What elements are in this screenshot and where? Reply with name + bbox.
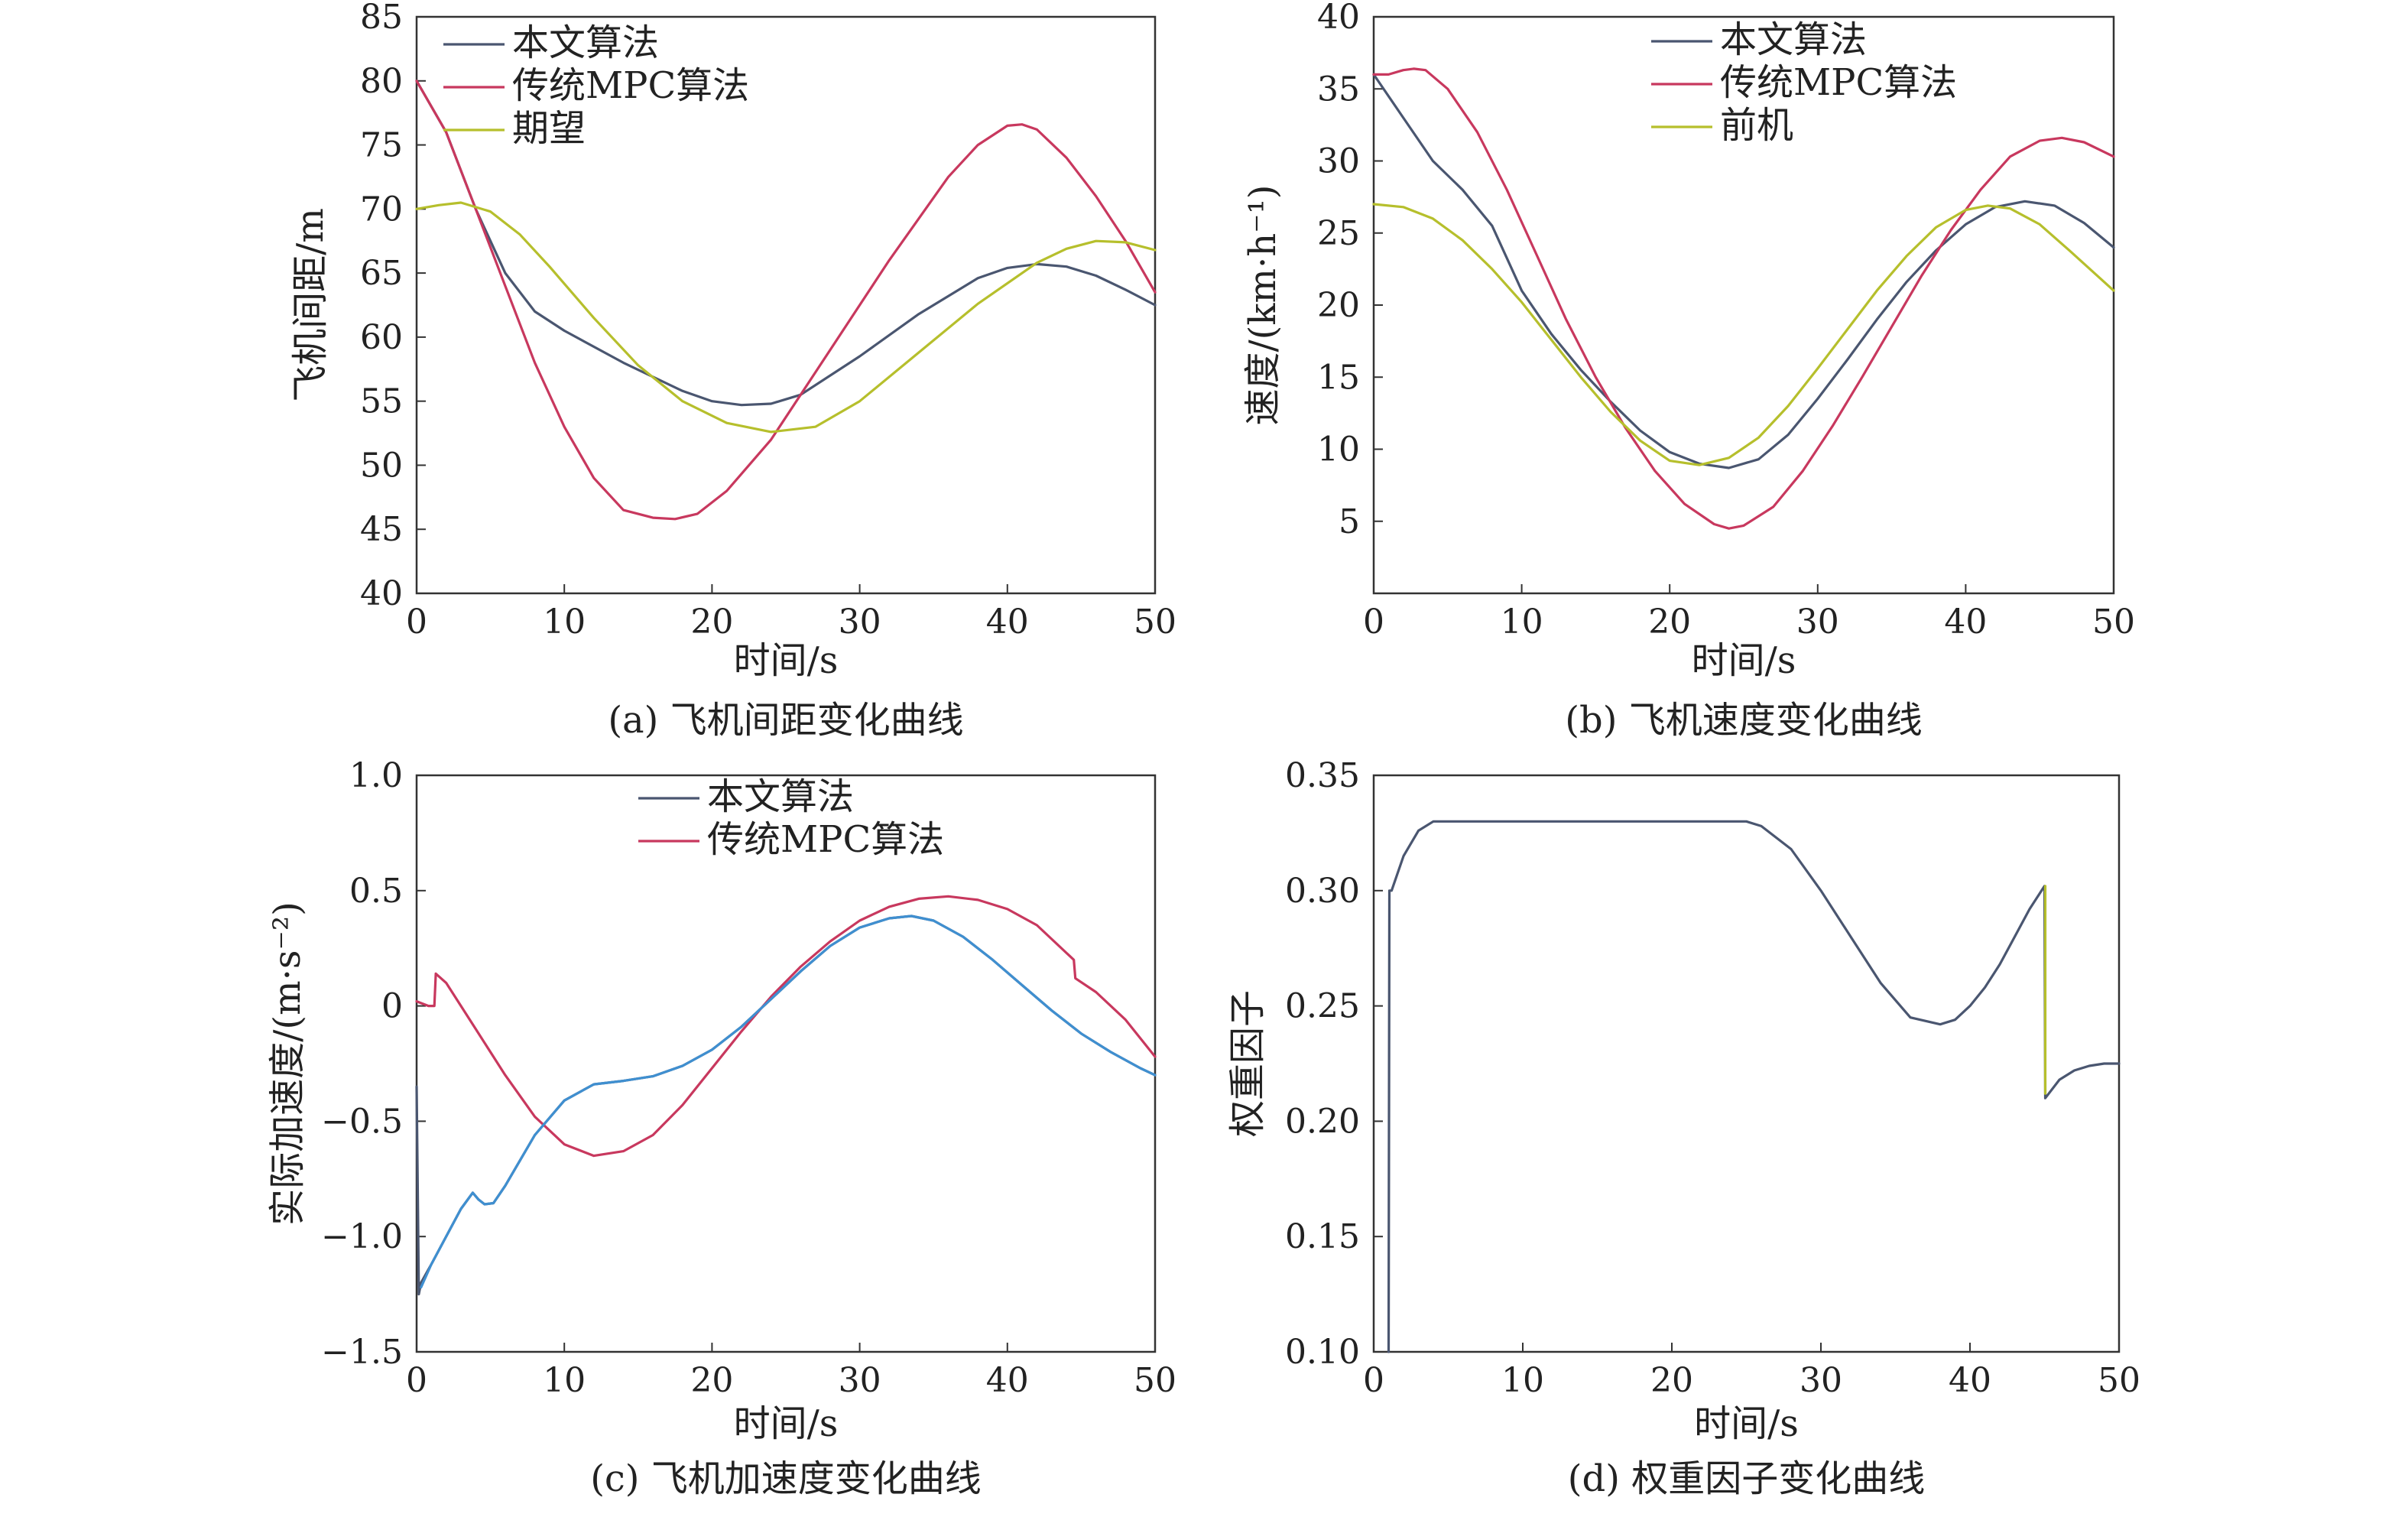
x-tick-label: 50: [1134, 1361, 1176, 1400]
y-tick-label: 10: [1317, 430, 1360, 469]
x-tick-label: 50: [1134, 603, 1176, 642]
series-line-2: [420, 914, 1157, 1289]
y-tick-label: 80: [360, 62, 403, 101]
chart-panel-0: 0 10 20 30 40 50 40 45 50 55 60 65 70 75 80 85 时间/s 飞机间距/…: [289, 0, 1176, 742]
y-tick-label: 50: [360, 446, 403, 485]
panel-caption: (d) 权重因子变化曲线: [1568, 1457, 1925, 1500]
x-tick-label: 30: [839, 1361, 881, 1400]
series-line-0: [1372, 73, 2115, 469]
plot-frame: [415, 774, 1157, 1353]
x-axis-label: 时间/s: [734, 639, 839, 682]
series-line-1: [1372, 67, 2115, 530]
legend-entry-0: 本文算法: [512, 21, 659, 64]
y-tick-label: 65: [360, 254, 403, 293]
series-line-2: [1372, 203, 2115, 466]
y-tick-label: 15: [1317, 358, 1360, 397]
x-tick-label: 10: [1501, 603, 1543, 642]
panel-caption: (c) 飞机加速度变化曲线: [590, 1457, 982, 1500]
panel-caption: (b) 飞机速度变化曲线: [1565, 699, 1922, 742]
series-line-1: [415, 80, 1157, 521]
y-axis-label: 飞机间距/m: [289, 208, 332, 402]
series-line-0: [1387, 820, 2121, 1353]
x-tick-label: 50: [2098, 1361, 2140, 1400]
x-tick-label: 10: [543, 1361, 586, 1400]
x-tick-label: 30: [1800, 1361, 1842, 1400]
x-tick-label: 40: [986, 603, 1029, 642]
y-tick-label: 40: [360, 574, 403, 613]
plot-frame: [1372, 774, 2121, 1353]
y-tick-label: 1.0: [349, 756, 403, 795]
x-tick-label: 10: [1501, 1361, 1544, 1400]
y-tick-label: 0.25: [1285, 987, 1360, 1026]
legend-entry-2: 期望: [512, 107, 586, 150]
x-tick-label: 0: [1363, 603, 1384, 642]
legend-entry-0: 本文算法: [707, 775, 854, 818]
y-tick-label: 60: [360, 318, 403, 357]
y-tick-label: 55: [360, 382, 403, 421]
series-line-0: [415, 80, 1157, 407]
x-tick-label: 20: [1650, 1361, 1693, 1400]
x-tick-label: 20: [690, 1361, 733, 1400]
chart-panel-3: 0 10 20 30 40 50 0.10 0.15 0.20 0.25 0.30 0.35 时间/s 权…: [1226, 756, 2140, 1500]
y-tick-label: 0.10: [1285, 1333, 1360, 1372]
x-axis-label: 时间/s: [1694, 1402, 1799, 1445]
legend-entry-1: 传统MPC算法: [707, 818, 944, 861]
panel-caption: (a) 飞机间距变化曲线: [608, 699, 963, 742]
series-line-1: [415, 895, 1157, 1158]
series-line-2: [415, 201, 1157, 434]
chart-panel-2: 0 10 20 30 40 50 −1.5 −1.0 −0.5 0 0.5 1.0 时间/s 实际加速度/…: [266, 756, 1176, 1500]
legend-entry-0: 本文算法: [1720, 18, 1867, 61]
chart-panel-1: 0 10 20 30 40 50 5 10 15 20 25 30 35 40 时间/s 速度/(km·h⁻¹…: [1241, 0, 2135, 742]
y-tick-label: 40: [1317, 0, 1360, 37]
y-tick-label: 20: [1317, 286, 1360, 325]
y-tick-label: 0.35: [1285, 756, 1360, 795]
y-tick-label: 25: [1317, 214, 1360, 253]
y-tick-label: 85: [360, 0, 403, 37]
legend-entry-2: 前机: [1720, 104, 1793, 147]
legend-entry-1: 传统MPC算法: [512, 64, 749, 107]
y-axis-label: 速度/(km·h⁻¹): [1241, 185, 1284, 426]
y-tick-label: −0.5: [321, 1102, 403, 1141]
x-tick-label: 40: [986, 1361, 1029, 1400]
y-tick-label: 5: [1339, 502, 1360, 541]
y-tick-label: 75: [360, 126, 403, 165]
y-tick-label: −1.0: [321, 1217, 403, 1256]
legend-entry-1: 传统MPC算法: [1720, 61, 1957, 104]
x-tick-label: 30: [839, 603, 881, 642]
y-tick-label: 0.30: [1285, 872, 1360, 911]
y-tick-label: 35: [1317, 70, 1360, 109]
x-tick-label: 0: [1363, 1361, 1384, 1400]
y-axis-label: 实际加速度/(m·s⁻²): [266, 901, 309, 1226]
x-axis-label: 时间/s: [734, 1402, 839, 1445]
y-axis-label: 权重因子: [1226, 990, 1269, 1137]
x-tick-label: 10: [543, 603, 586, 642]
x-tick-label: 20: [690, 603, 733, 642]
x-tick-label: 30: [1796, 603, 1839, 642]
x-tick-label: 0: [406, 1361, 427, 1400]
y-tick-label: 0.20: [1285, 1102, 1360, 1141]
y-tick-label: −1.5: [321, 1333, 403, 1372]
x-axis-label: 时间/s: [1692, 639, 1796, 682]
y-tick-label: 70: [360, 190, 403, 229]
y-tick-label: 0.15: [1285, 1217, 1360, 1256]
y-tick-label: 30: [1317, 142, 1360, 181]
y-tick-label: 0: [381, 987, 403, 1026]
x-tick-label: 0: [406, 603, 427, 642]
x-tick-label: 40: [1944, 603, 1987, 642]
x-tick-label: 20: [1648, 603, 1691, 642]
y-tick-label: 45: [360, 510, 403, 549]
x-tick-label: 40: [1949, 1361, 1991, 1400]
x-tick-label: 50: [2092, 603, 2135, 642]
y-tick-label: 0.5: [349, 872, 403, 911]
